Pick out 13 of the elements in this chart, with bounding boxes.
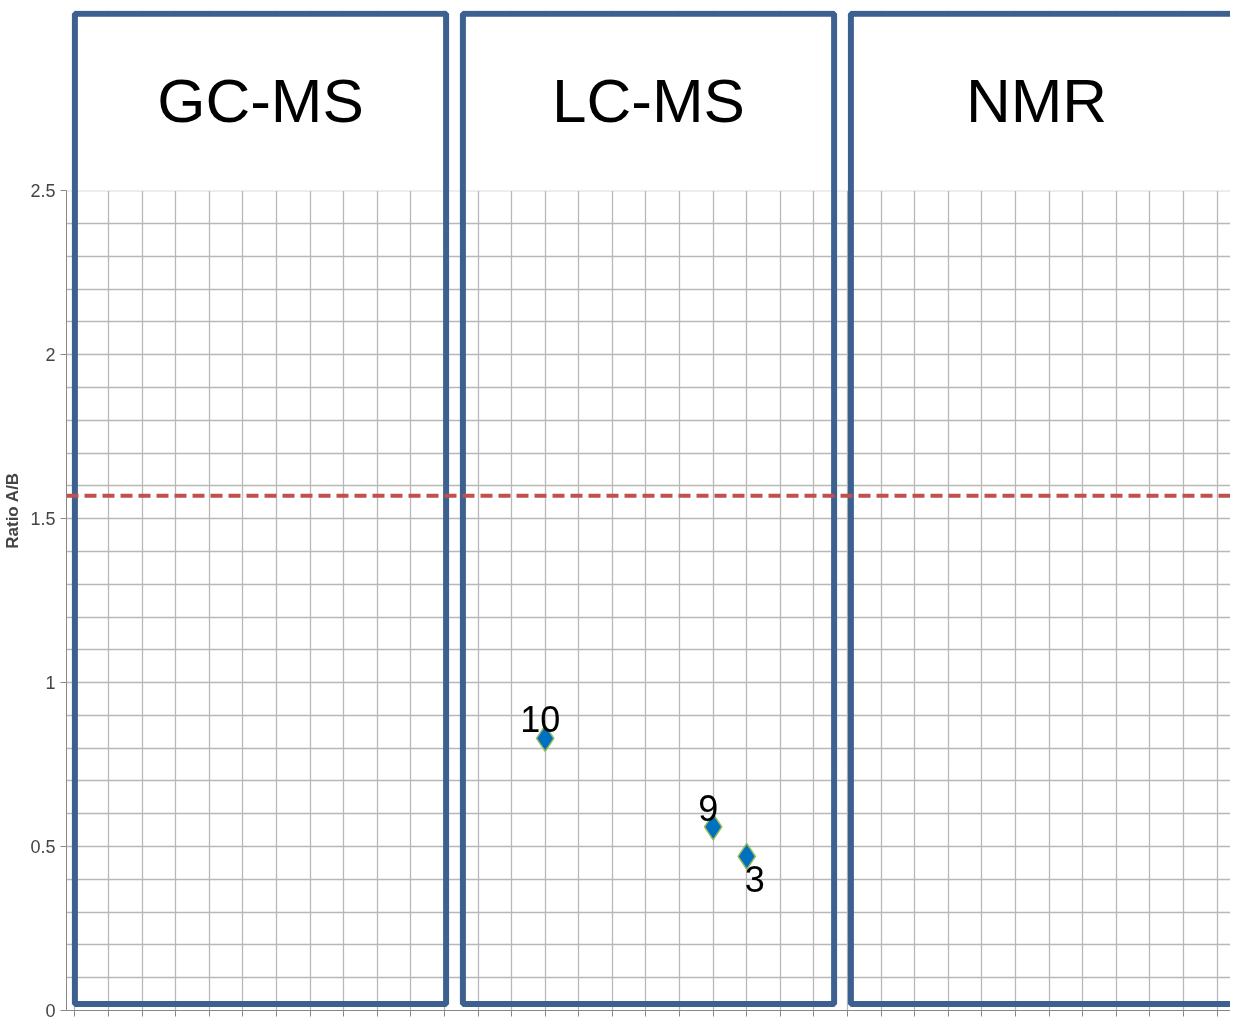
text: LC-MS (552, 66, 745, 136)
annotation: 3 (744, 859, 765, 901)
y-tick-label: 1 (45, 673, 56, 694)
y-tick-label: 0 (45, 1001, 56, 1021)
text: GC-MS (157, 66, 364, 136)
y-tick-label: 1.5 (30, 509, 56, 530)
y-tick-label: 0.5 (30, 837, 56, 858)
y-axis-title: Ratio A/B (3, 472, 23, 549)
y-tick-label: 2.5 (30, 181, 56, 202)
annotation: 9 (698, 787, 719, 829)
annotation: 10 (520, 699, 561, 741)
text: NMR (965, 66, 1108, 136)
y-tick-label: 2 (45, 345, 56, 366)
